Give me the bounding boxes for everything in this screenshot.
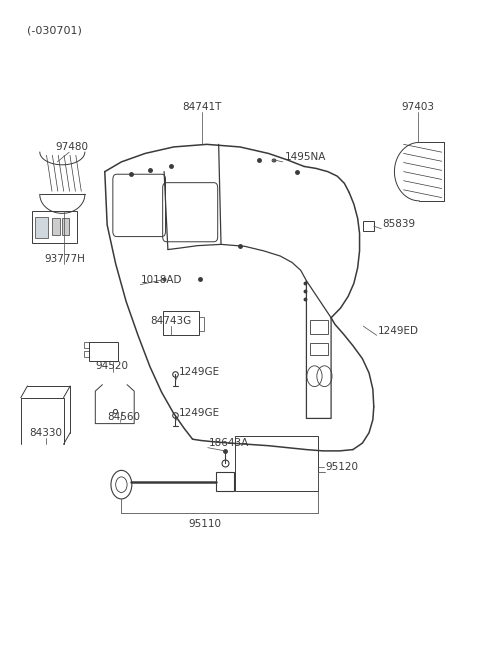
Bar: [52, 218, 60, 235]
Text: 84743G: 84743G: [150, 316, 191, 326]
Bar: [84, 351, 89, 358]
Bar: [163, 310, 199, 335]
Bar: [216, 472, 234, 491]
Text: 84330: 84330: [29, 428, 62, 438]
Text: 94520: 94520: [96, 362, 128, 371]
Text: (-030701): (-030701): [26, 25, 82, 35]
Text: 93777H: 93777H: [44, 253, 85, 264]
Bar: [84, 342, 89, 348]
Text: 1249GE: 1249GE: [179, 408, 219, 419]
Text: 95110: 95110: [188, 519, 221, 529]
Text: 84560: 84560: [107, 412, 140, 422]
Text: 97480: 97480: [55, 142, 88, 152]
Bar: [235, 436, 318, 491]
Text: 97403: 97403: [401, 102, 434, 112]
Bar: [35, 217, 48, 238]
Bar: [310, 343, 328, 355]
Text: 1018AD: 1018AD: [140, 275, 182, 285]
Bar: [61, 218, 69, 235]
Bar: [199, 317, 204, 331]
Text: 18643A: 18643A: [209, 438, 250, 448]
Bar: [363, 221, 374, 231]
Bar: [310, 320, 328, 334]
Text: 1249ED: 1249ED: [378, 326, 419, 336]
Text: 85839: 85839: [383, 219, 416, 229]
Text: 84741T: 84741T: [182, 102, 222, 112]
Text: 1249GE: 1249GE: [179, 367, 219, 377]
Bar: [89, 342, 118, 362]
Text: 1495NA: 1495NA: [285, 153, 326, 162]
Text: 95120: 95120: [325, 462, 359, 472]
